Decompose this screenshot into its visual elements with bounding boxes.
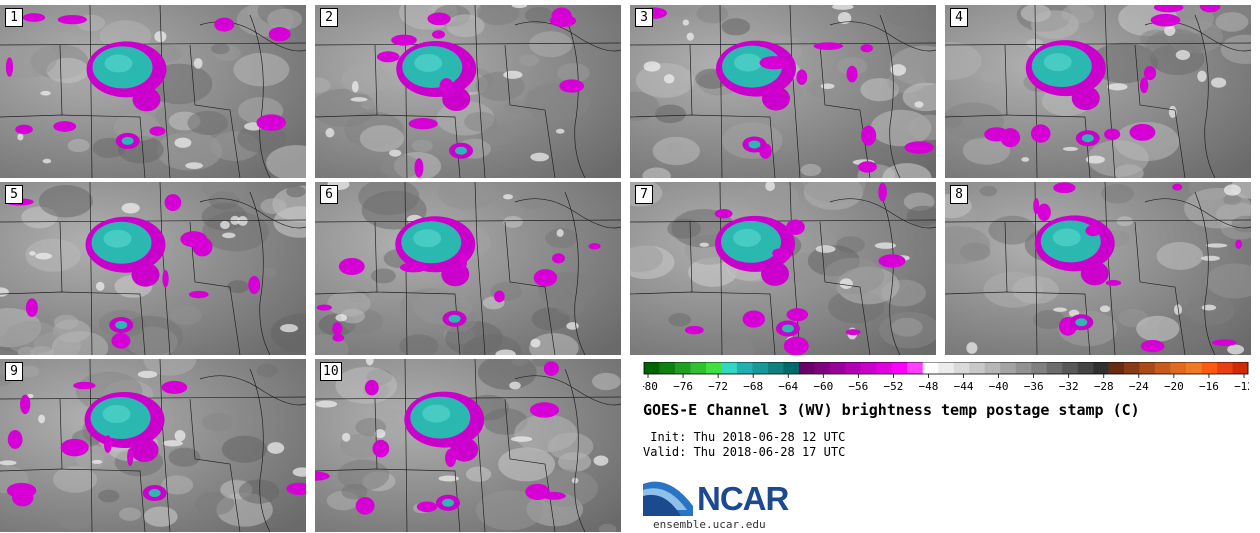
- colorbar-swatch: [1062, 362, 1078, 374]
- colorbar-swatch: [752, 362, 769, 374]
- colorbar-swatch: [1015, 362, 1032, 374]
- colorbar-swatch: [1232, 362, 1249, 374]
- colorbar-tick-label: −16: [1199, 380, 1219, 393]
- colorbar-tick-label: −80: [643, 380, 658, 393]
- ncar-logo-icon: [643, 481, 693, 516]
- colorbar-swatch: [1217, 362, 1233, 374]
- colorbar-tick-label: −44: [954, 380, 974, 393]
- panel-number-label: 8: [950, 185, 968, 204]
- colorbar-swatch: [829, 362, 846, 374]
- colorbar-tick-label: −52: [883, 380, 903, 393]
- colorbar-swatch: [1077, 362, 1094, 374]
- colorbar-swatch: [1000, 362, 1016, 374]
- colorbar-swatch: [1186, 362, 1202, 374]
- colorbar-swatch: [767, 362, 784, 374]
- colorbar-tick-label: −72: [708, 380, 728, 393]
- ensemble-url: ensemble.ucar.edu: [653, 518, 766, 531]
- colorbar-swatch: [969, 362, 986, 374]
- colorbar-tick-label: −68: [743, 380, 763, 393]
- map-panel: 6: [315, 182, 621, 355]
- colorbar-tick-label: −60: [813, 380, 833, 393]
- map-panel: 4: [945, 5, 1251, 178]
- colorbar-swatch: [984, 362, 1001, 374]
- colorbar-swatch: [798, 362, 815, 374]
- colorbar-swatch: [705, 362, 722, 374]
- panel-number-label: 7: [635, 185, 653, 204]
- ncar-logo-text: NCAR: [697, 480, 789, 517]
- init-time: Init: Thu 2018-06-28 12 UTC: [643, 430, 846, 444]
- colorbar-swatch: [1201, 362, 1218, 374]
- colorbar-swatch: [814, 362, 831, 374]
- colorbar-swatch: [783, 362, 800, 374]
- map-panel: 10: [315, 359, 621, 532]
- colorbar: −80 −76 −72 −68 −64 −60 −56 −52 −48 −44 −40 −36 −32 −…: [643, 362, 1249, 393]
- colorbar-tick-label: −64: [778, 380, 798, 393]
- colorbar-swatch: [1046, 362, 1063, 374]
- panel-number-label: 1: [5, 8, 23, 27]
- map-panel: 9: [0, 359, 306, 532]
- colorbar-tick-label: −20: [1164, 380, 1184, 393]
- colorbar-swatch: [845, 362, 862, 374]
- colorbar-tick-label: −36: [1024, 380, 1044, 393]
- colorbar-swatch: [860, 362, 877, 374]
- map-panel: 1: [0, 5, 306, 178]
- panel-number-label: 2: [320, 8, 338, 27]
- colorbar-tick-label: −76: [673, 380, 693, 393]
- colorbar-swatch: [1031, 362, 1047, 374]
- colorbar-tick-label: −28: [1094, 380, 1114, 393]
- colorbar-swatch: [1139, 362, 1156, 374]
- colorbar-swatch: [1170, 362, 1187, 374]
- colorbar-tick-label: −56: [848, 380, 868, 393]
- map-panel: 3: [630, 5, 936, 178]
- colorbar-tick-label: −24: [1129, 380, 1149, 393]
- colorbar-tick-label: −40: [989, 380, 1009, 393]
- colorbar-swatch: [644, 362, 660, 374]
- colorbar-swatch: [907, 362, 924, 374]
- map-panel: 7: [630, 182, 936, 355]
- map-panel: 8: [945, 182, 1251, 355]
- colorbar-swatch: [721, 362, 738, 374]
- panel-number-label: 3: [635, 8, 653, 27]
- valid-time: Valid: Thu 2018-06-28 17 UTC: [643, 445, 846, 459]
- colorbar-swatch: [690, 362, 707, 374]
- colorbar-swatch: [922, 362, 939, 374]
- colorbar-swatch: [876, 362, 893, 374]
- colorbar-swatch: [953, 362, 970, 374]
- colorbar-swatch: [674, 362, 691, 374]
- colorbar-tick-label: −32: [1059, 380, 1079, 393]
- map-panel: 2: [315, 5, 621, 178]
- colorbar-swatch: [736, 362, 753, 374]
- colorbar-swatch: [1093, 362, 1109, 374]
- panel-number-label: 10: [320, 362, 342, 381]
- colorbar-swatch: [938, 362, 955, 374]
- colorbar-swatch: [1108, 362, 1125, 374]
- colorbar-swatch: [891, 362, 908, 374]
- colorbar-swatch: [1124, 362, 1140, 374]
- figure-title: GOES-E Channel 3 (WV) brightness temp po…: [643, 401, 1140, 419]
- colorbar-swatch: [659, 362, 676, 374]
- colorbar-tick-label: −48: [919, 380, 939, 393]
- panel-number-label: 9: [5, 362, 23, 381]
- colorbar-tick-label: −12: [1234, 380, 1249, 393]
- map-panel: 5: [0, 182, 306, 355]
- panel-number-label: 6: [320, 185, 338, 204]
- panel-number-label: 4: [950, 8, 968, 27]
- colorbar-swatch: [1155, 362, 1171, 374]
- panel-number-label: 5: [5, 185, 23, 204]
